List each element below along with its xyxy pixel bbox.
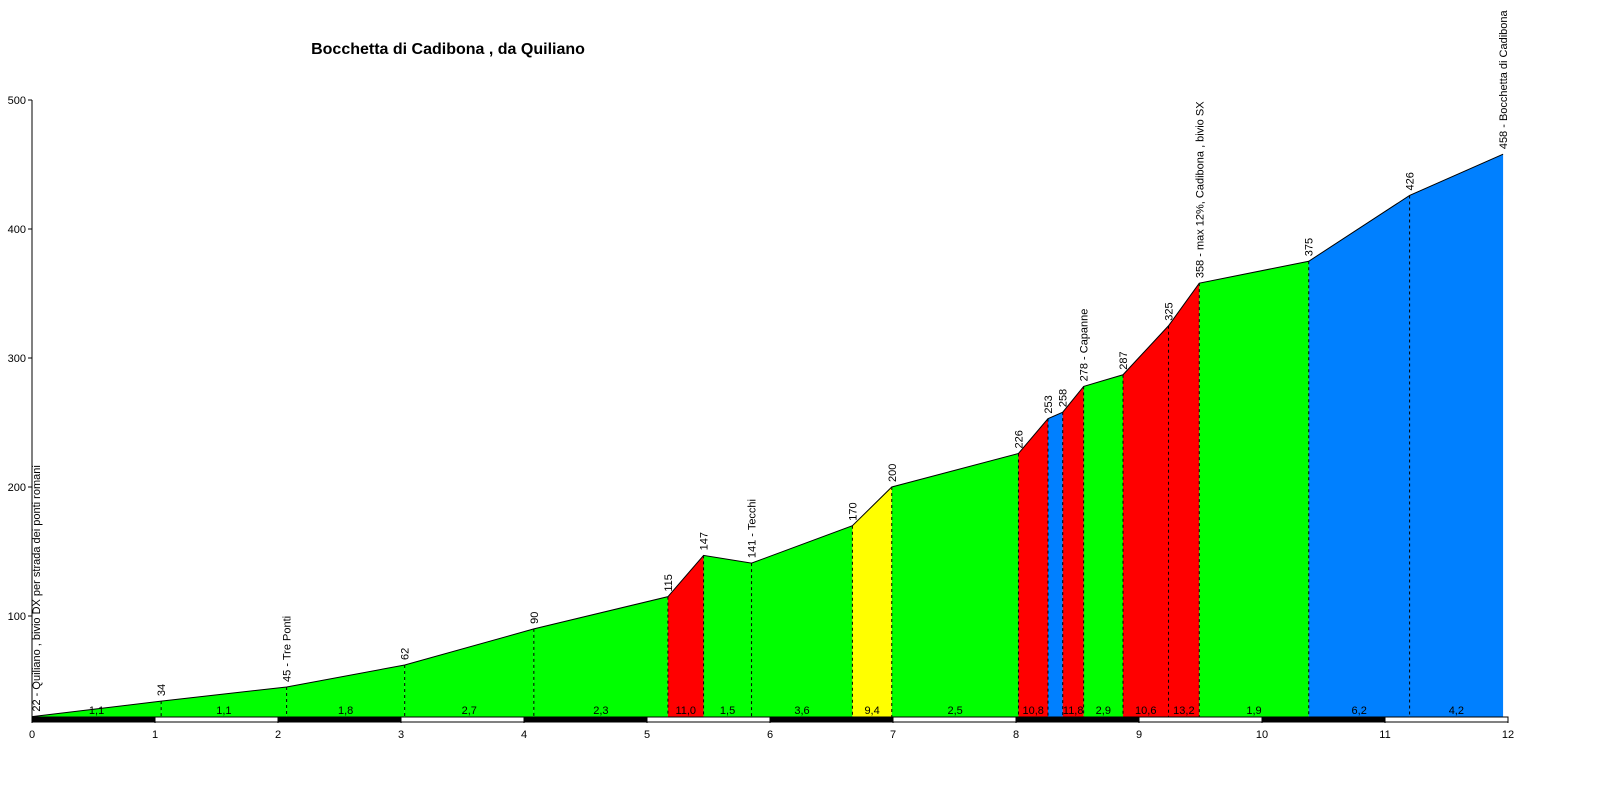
gradient-segments: [31, 153, 1504, 718]
x-tick-label: 11: [1379, 729, 1390, 741]
gradient-segment: [751, 525, 853, 718]
gradient-segment: [1047, 412, 1063, 718]
profile-line: [31, 153, 1504, 718]
gradient-label: 10,8: [1023, 705, 1044, 717]
x-axis-ticks: 0 1 2 3 4 5 6 7 8 9 10 11 12: [29, 718, 1514, 741]
x-tick-label: 7: [890, 729, 896, 741]
altitude-label: 34: [156, 684, 168, 696]
y-tick-label: 300: [8, 353, 26, 365]
chart-title: Bocchetta di Cadibona , da Quiliano: [311, 41, 585, 58]
km-bar-block: [154, 716, 279, 723]
altitude-label: 375: [1304, 238, 1316, 256]
km-bar-block: [523, 716, 648, 723]
y-tick-label: 200: [8, 482, 26, 494]
gradient-label: 2,7: [462, 705, 477, 717]
x-tick-label: 10: [1256, 729, 1268, 741]
gradient-label: 1,8: [338, 705, 353, 717]
altitude-label: 22 - Quiliano , bivio DX per strada dei …: [31, 465, 43, 711]
x-tick-label: 1: [152, 729, 158, 741]
gradient-label: 3,6: [794, 705, 809, 717]
x-tick-label: 0: [29, 729, 35, 741]
gradient-label: 6,2: [1352, 705, 1367, 717]
gradient-segment: [891, 453, 1019, 718]
gradient-label: 1,1: [216, 705, 231, 717]
gradient-segment: [667, 555, 704, 718]
gradient-label: 2,3: [593, 705, 608, 717]
gradient-segment: [1083, 374, 1124, 718]
y-axis-ticks: 100 200 300 400 500: [8, 95, 32, 623]
gradient-segment: [1123, 325, 1169, 718]
altitude-label: 278 - Capanne: [1079, 309, 1091, 382]
altitude-labels: 22 - Quiliano , bivio DX per strada dei …: [31, 9, 1510, 711]
km-bar-block: [1384, 716, 1509, 723]
km-bar-block: [1015, 716, 1140, 723]
gradient-segment: [161, 686, 287, 718]
gradient-segment: [1308, 195, 1410, 718]
km-bar-block: [1261, 716, 1386, 723]
altitude-label: 253: [1043, 395, 1055, 413]
altitude-label: 62: [400, 648, 412, 660]
altitude-label: 226: [1013, 430, 1025, 448]
altitude-label: 45 - Tre Ponti: [282, 616, 294, 682]
altitude-label: 287: [1118, 351, 1130, 369]
km-bar-block: [31, 716, 156, 723]
altitude-label: 147: [699, 532, 711, 550]
gradient-label: 11,8: [1063, 705, 1084, 717]
gradient-segment: [1062, 386, 1084, 718]
y-tick-label: 100: [8, 611, 26, 623]
gradient-segment: [404, 628, 534, 718]
gradient-label: 2,9: [1096, 705, 1111, 717]
altitude-label: 325: [1164, 302, 1176, 320]
gradient-segment: [533, 596, 668, 718]
gradient-label: 2,5: [947, 705, 962, 717]
gradient-label: 1,5: [720, 705, 735, 717]
altitude-label: 258: [1058, 389, 1070, 407]
gradient-label: 4,2: [1449, 705, 1464, 717]
altitude-label: 90: [529, 612, 541, 624]
gradient-label: 13,2: [1173, 705, 1194, 717]
gradient-segment: [286, 665, 405, 718]
altitude-label: 458 - Bocchetta di Cadibona: [1498, 9, 1510, 149]
x-tick-label: 4: [521, 729, 527, 741]
y-tick-label: 400: [8, 224, 26, 236]
gradient-segment: [1018, 418, 1048, 718]
km-bar-block: [400, 716, 525, 723]
gradient-label: 10,6: [1135, 705, 1156, 717]
gradient-segment: [852, 487, 892, 718]
y-tick-label: 500: [8, 95, 26, 107]
x-tick-label: 5: [644, 729, 650, 741]
gradient-segment: [1199, 261, 1309, 718]
km-bar-block: [1138, 716, 1263, 723]
gradient-segment: [1409, 154, 1504, 718]
altitude-label: 358 - max 12%, Cadibona , bivio SX: [1194, 101, 1206, 278]
gradient-segment: [703, 555, 752, 718]
segment-dividers: [160, 195, 1411, 718]
altitude-label: 141 - Tecchi: [747, 499, 759, 558]
km-bar-block: [277, 716, 402, 723]
km-bar-block: [769, 716, 894, 723]
gradient-label: 9,4: [864, 705, 879, 717]
x-tick-label: 8: [1013, 729, 1019, 741]
x-tick-label: 12: [1502, 729, 1514, 741]
gradient-label: 1,9: [1246, 705, 1261, 717]
x-tick-label: 6: [767, 729, 773, 741]
gradient-label: 11,0: [675, 705, 696, 717]
x-tick-label: 3: [398, 729, 404, 741]
altitude-label: 170: [847, 502, 859, 520]
x-tick-label: 9: [1136, 729, 1142, 741]
km-bar-block: [646, 716, 771, 723]
altitude-label: 426: [1405, 172, 1417, 190]
km-bar-block: [892, 716, 1017, 723]
gradient-label: 1,1: [89, 705, 104, 717]
gradient-labels: 1,1 1,1 1,8 2,7 2,3 11,0 1,5 3,6 9,4 2,5 10,8 11,8 2…: [89, 705, 1464, 717]
gradient-segment: [1168, 283, 1200, 718]
altitude-label: 115: [663, 574, 675, 592]
altitude-label: 200: [887, 464, 899, 482]
x-tick-label: 2: [275, 729, 281, 741]
